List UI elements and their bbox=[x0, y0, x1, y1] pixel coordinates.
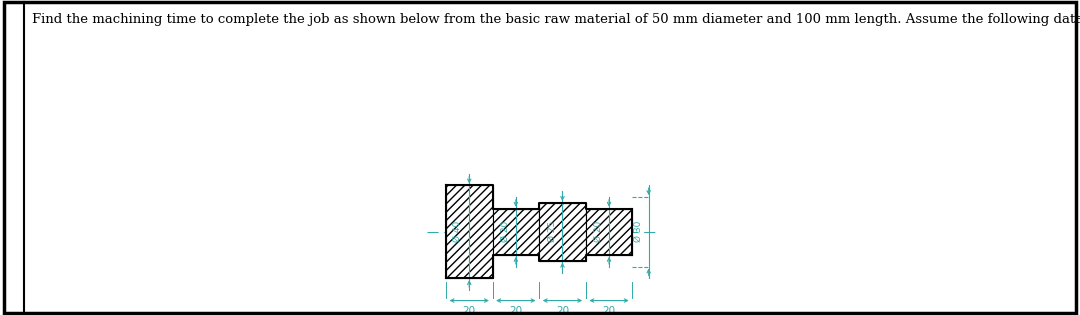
Bar bbox=[492, 209, 539, 255]
Text: 20: 20 bbox=[462, 306, 476, 315]
Bar bbox=[539, 203, 585, 261]
Bar bbox=[585, 209, 633, 255]
Text: Ø 20: Ø 20 bbox=[594, 221, 603, 243]
Text: 20: 20 bbox=[603, 306, 616, 315]
Text: Ø 25: Ø 25 bbox=[548, 221, 556, 243]
Bar bbox=[446, 185, 492, 278]
Text: Ø 30: Ø 30 bbox=[634, 221, 643, 243]
Text: Ø 20: Ø 20 bbox=[501, 221, 510, 243]
Text: 20: 20 bbox=[556, 306, 569, 315]
Text: 20: 20 bbox=[510, 306, 523, 315]
Text: Find the machining time to complete the job as shown below from the basic raw ma: Find the machining time to complete the … bbox=[32, 13, 1080, 26]
Text: Ø 40: Ø 40 bbox=[454, 221, 462, 243]
